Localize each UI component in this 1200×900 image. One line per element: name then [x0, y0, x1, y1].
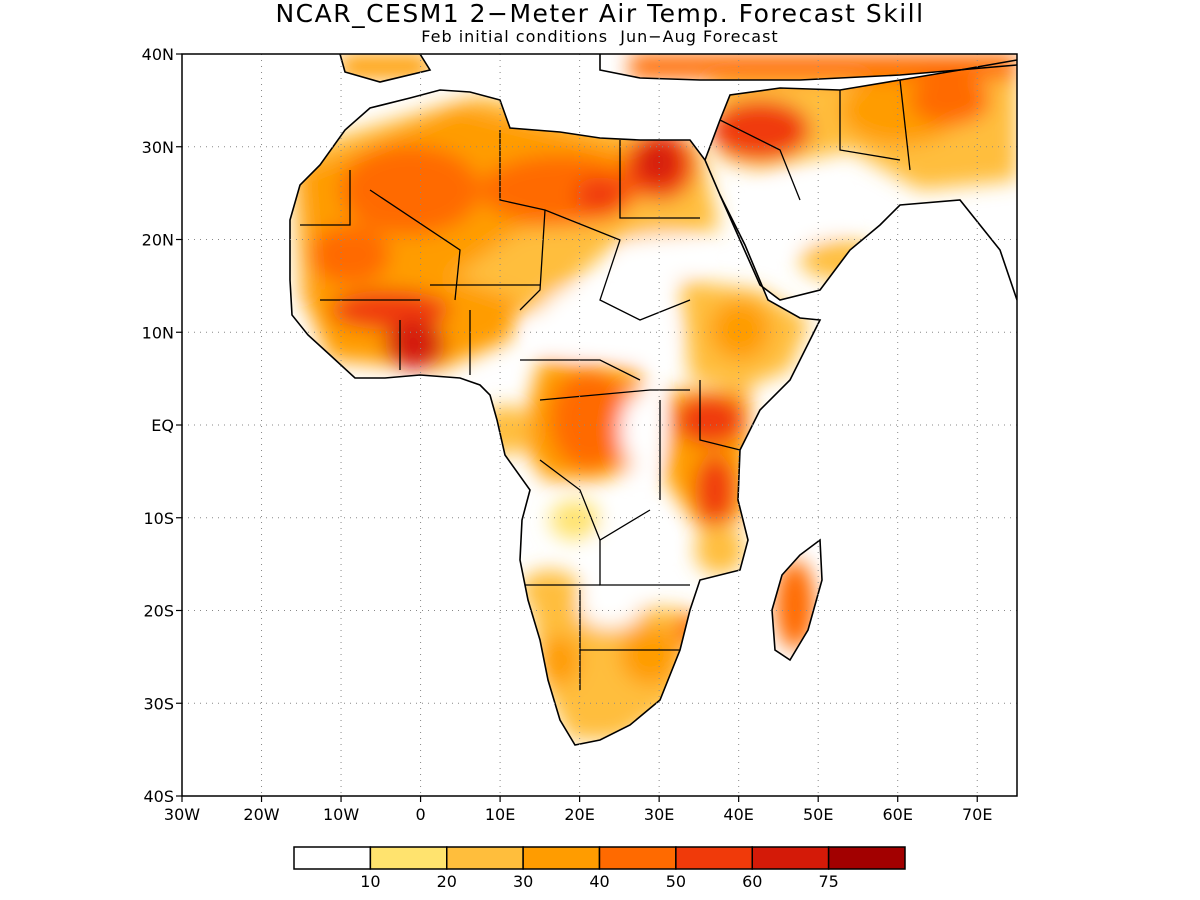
skill-shading — [290, 54, 1017, 745]
lat-axis: 40N 30N 20N 10N EQ 10S 20S 30S 40S — [142, 45, 182, 806]
colorbar-label: 20 — [437, 872, 457, 891]
gridlines — [182, 54, 1017, 796]
lon-tick-label: 50E — [803, 805, 833, 824]
colorbar: 10 20 30 40 50 60 75 — [293, 846, 906, 891]
colorbar-segment — [675, 846, 753, 870]
lon-tick-label: 60E — [882, 805, 912, 824]
colorbar-segment — [751, 846, 830, 870]
lon-tick-label: 30E — [644, 805, 674, 824]
lon-tick-label: 20E — [564, 805, 594, 824]
lat-tick-label: 20N — [142, 231, 174, 250]
coastlines — [289, 54, 1017, 746]
colorbar-label: 10 — [360, 872, 380, 891]
lat-tick-label: 40N — [142, 45, 174, 64]
colorbar-label: 50 — [666, 872, 686, 891]
map-subtitle: Feb initial conditions Jun−Aug Forecast — [421, 27, 779, 46]
lon-tick-label: 30W — [164, 805, 200, 824]
lat-tick-label: EQ — [151, 416, 174, 435]
lon-tick-label: 10W — [323, 805, 359, 824]
lat-tick-label: 10S — [143, 509, 174, 528]
lon-tick-label: 10E — [485, 805, 515, 824]
colorbar-segment — [598, 846, 677, 870]
map-title: NCAR_CESM1 2−Meter Air Temp. Forecast Sk… — [275, 0, 925, 28]
colorbar-label: 75 — [818, 872, 838, 891]
lat-tick-label: 10N — [142, 323, 174, 342]
lon-tick-label: 20W — [243, 805, 279, 824]
lat-tick-label: 40S — [143, 787, 174, 806]
colorbar-segment — [522, 846, 601, 870]
colorbar-label: 60 — [742, 872, 762, 891]
lon-tick-label: 0 — [415, 805, 425, 824]
lon-tick-label: 70E — [962, 805, 992, 824]
lat-tick-label: 30S — [143, 694, 174, 713]
lon-axis: 30W 20W 10W 0 10E 20E 30E 40E 50E 60E 70E — [164, 796, 992, 824]
lat-tick-label: 20S — [143, 602, 174, 621]
colorbar-label: 40 — [589, 872, 609, 891]
colorbar-label: 30 — [513, 872, 533, 891]
colorbar-segment — [293, 846, 372, 870]
lon-tick-label: 40E — [723, 805, 753, 824]
colorbar-segment — [827, 846, 906, 870]
lat-tick-label: 30N — [142, 138, 174, 157]
colorbar-segment — [446, 846, 524, 870]
colorbar-segment — [369, 846, 448, 870]
